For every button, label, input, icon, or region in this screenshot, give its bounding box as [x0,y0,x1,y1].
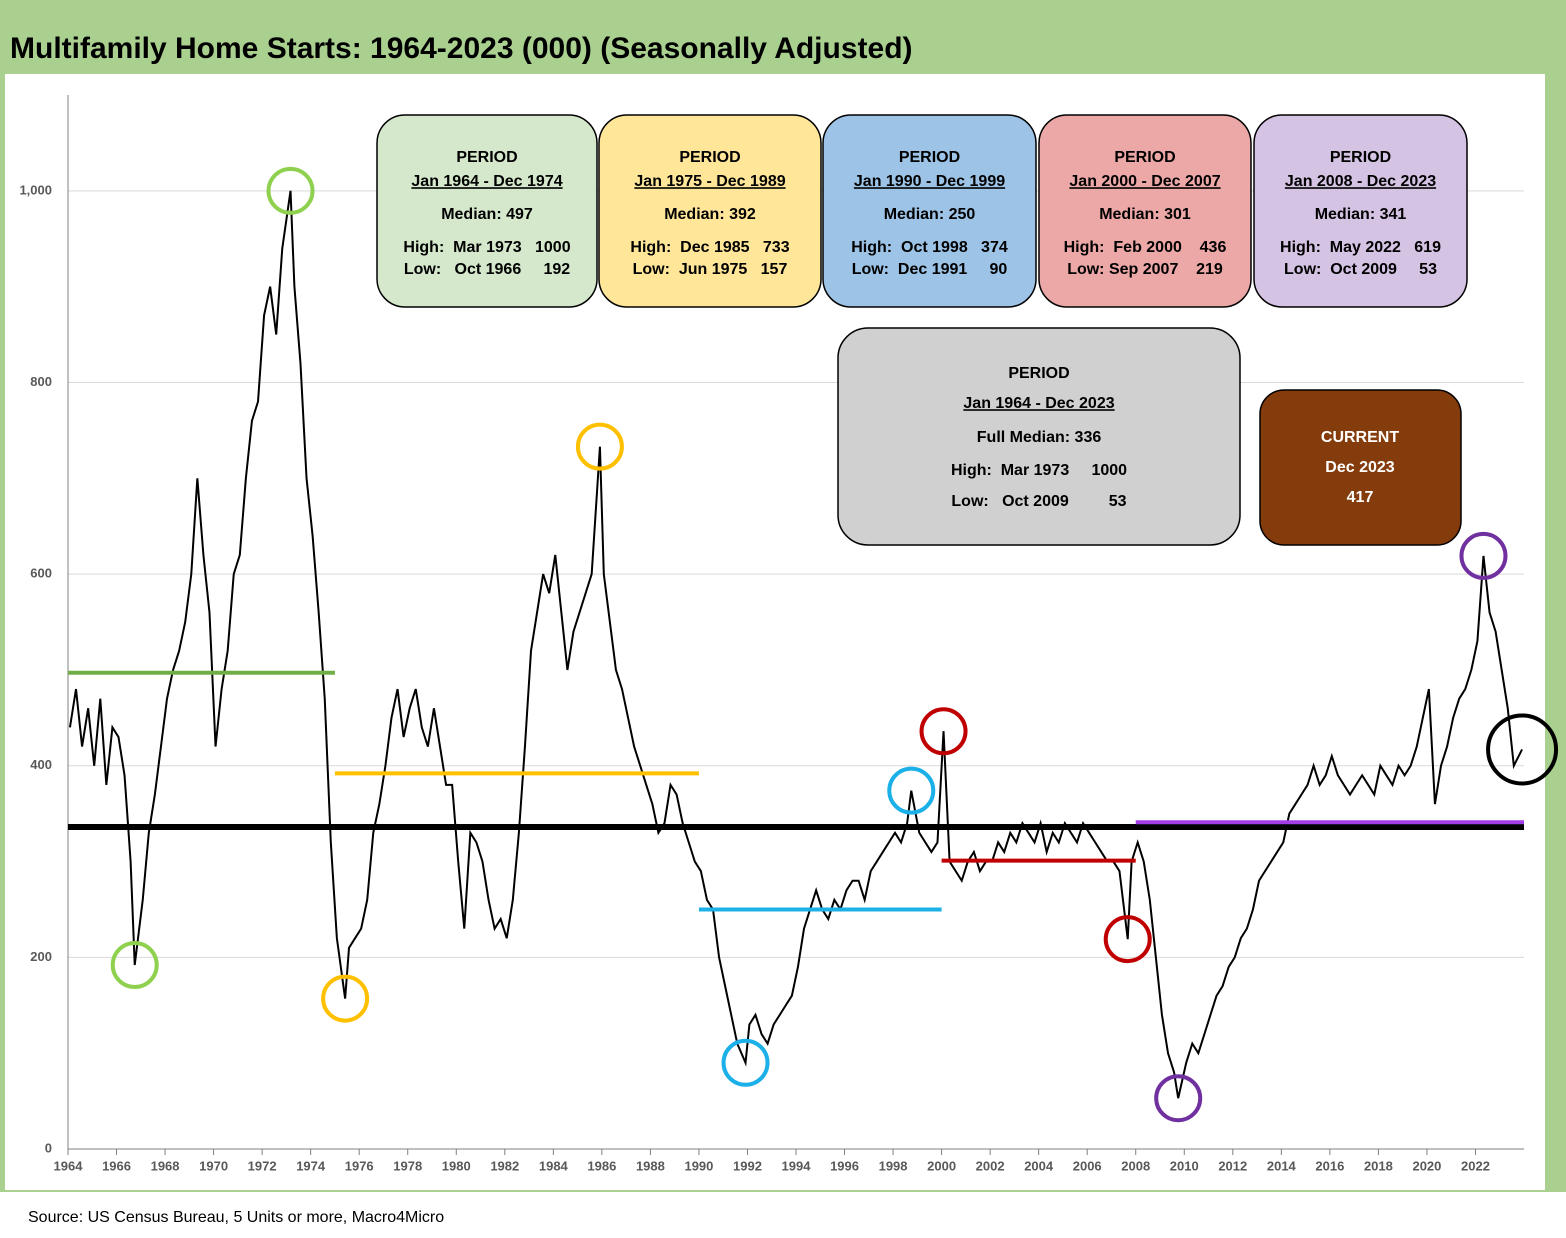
full-box [837,327,1241,546]
period-box [376,114,598,308]
current-value: 417 [1347,489,1374,506]
x-tick-label: 2004 [1024,1158,1054,1173]
highlight-circle [575,422,624,471]
x-tick-label: 1978 [393,1158,422,1173]
period-label: PERIOD [456,149,517,166]
period-range: Jan 1975 - Dec 1989 [634,173,785,190]
period-low: Low: Oct 1966 192 [404,261,570,278]
period-median: Median: 497 [441,206,533,223]
y-tick-label: 400 [30,757,52,772]
x-tick-label: 1968 [151,1158,180,1173]
x-tick-label: 1972 [248,1158,277,1173]
x-tick-label: 1966 [102,1158,131,1173]
x-tick-label: 1996 [830,1158,859,1173]
period-high: High: Dec 1985 733 [630,239,789,256]
source: Source: US Census Bureau, 5 Units or mor… [28,1209,444,1226]
highlight-circle [887,766,936,815]
period-range: Jan 2000 - Dec 2007 [1069,173,1220,190]
period-box [822,114,1037,308]
full-label: PERIOD [1008,365,1069,382]
x-tick-label: 2022 [1461,1158,1490,1173]
x-tick-label: 1994 [782,1158,812,1173]
x-tick-label: 1980 [442,1158,471,1173]
x-tick-label: 1964 [54,1158,84,1173]
period-median: Median: 301 [1099,206,1191,223]
x-tick-label: 2008 [1121,1158,1150,1173]
highlight-circle [721,1038,770,1087]
highlight-circle [1459,531,1508,580]
x-tick-label: 1970 [199,1158,228,1173]
x-tick-label: 1984 [539,1158,569,1173]
full-low: Low: Oct 2009 53 [951,493,1126,510]
highlight-circle [321,974,370,1023]
period-high: High: May 2022 619 [1280,239,1441,256]
period-label: PERIOD [679,149,740,166]
x-tick-label: 2000 [927,1158,956,1173]
current-label: CURRENT [1321,429,1399,446]
highlight-circle [1103,915,1152,964]
x-tick-label: 2002 [976,1158,1005,1173]
period-box [598,114,822,308]
period-low: Low: Jun 1975 157 [633,261,788,278]
x-tick-label: 1976 [345,1158,374,1173]
x-tick-label: 2018 [1364,1158,1393,1173]
period-low: Low: Dec 1991 90 [852,261,1008,278]
data-line [68,190,1523,1099]
x-tick-label: 1986 [587,1158,616,1173]
highlight-circle [110,941,159,990]
period-median: Median: 250 [884,206,976,223]
period-range: Jan 2008 - Dec 2023 [1285,173,1436,190]
y-tick-label: 0 [45,1140,52,1155]
x-tick-label: 2012 [1218,1158,1247,1173]
current-box [1259,389,1462,546]
period-high: High: Mar 1973 1000 [403,239,570,256]
period-median: Median: 392 [664,206,756,223]
period-label: PERIOD [1114,149,1175,166]
x-tick-label: 2016 [1315,1158,1344,1173]
period-median: Median: 341 [1315,206,1407,223]
period-high: High: Feb 2000 436 [1064,239,1227,256]
y-tick-label: 800 [30,374,52,389]
period-box [1038,114,1252,308]
x-tick-label: 1982 [490,1158,519,1173]
x-tick-label: 1988 [636,1158,665,1173]
x-tick-label: 2014 [1267,1158,1297,1173]
highlight-circle [1154,1074,1203,1123]
y-tick-label: 200 [30,949,52,964]
chart-title: Multifamily Home Starts: 1964-2023 (000)… [10,32,913,65]
x-tick-label: 2010 [1170,1158,1199,1173]
current-date: Dec 2023 [1325,459,1394,476]
x-tick-label: 2006 [1073,1158,1102,1173]
period-low: Low: Oct 2009 53 [1284,261,1437,278]
x-tick-label: 1998 [879,1158,908,1173]
highlight-circle [1486,713,1559,786]
full-median: Full Median: 336 [977,429,1102,446]
period-low: Low: Sep 2007 219 [1067,261,1223,278]
highlight-circle [919,707,968,756]
x-tick-label: 1974 [296,1158,326,1173]
period-label: PERIOD [1330,149,1391,166]
period-range: Jan 1990 - Dec 1999 [854,173,1005,190]
x-tick-label: 1990 [684,1158,713,1173]
full-range: Jan 1964 - Dec 2023 [963,395,1114,412]
footer [0,1192,1566,1238]
highlight-circle [266,166,315,215]
y-tick-label: 1,000 [19,182,52,197]
full-high: High: Mar 1973 1000 [951,462,1127,479]
period-high: High: Oct 1998 374 [851,239,1008,256]
period-range: Jan 1964 - Dec 1974 [411,173,562,190]
x-tick-label: 1992 [733,1158,762,1173]
period-box [1253,114,1468,308]
period-label: PERIOD [899,149,960,166]
x-tick-label: 2020 [1412,1158,1441,1173]
y-tick-label: 600 [30,566,52,581]
